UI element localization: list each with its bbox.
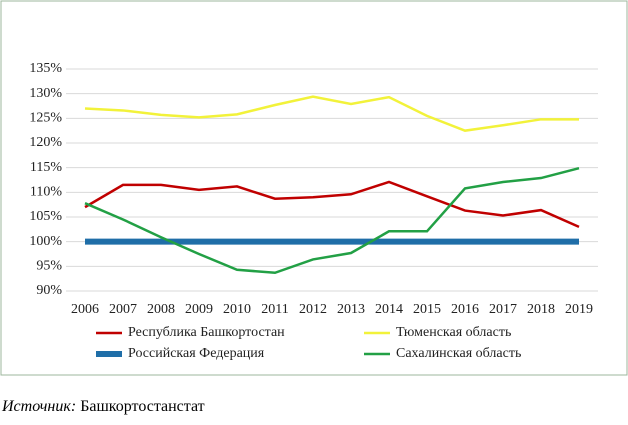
x-tick-label: 2011 bbox=[261, 302, 288, 317]
x-tick-label: 2017 bbox=[489, 302, 517, 317]
legend-label: Республика Башкортостан bbox=[128, 325, 285, 340]
legend-label: Тюменская область bbox=[396, 325, 511, 340]
x-tick-label: 2009 bbox=[185, 302, 213, 317]
source-text: Башкортостанстат bbox=[80, 398, 205, 415]
y-tick-label: 105% bbox=[29, 209, 62, 224]
x-tick-label: 2014 bbox=[375, 302, 403, 317]
legend-label: Российская Федерация bbox=[128, 346, 265, 361]
y-tick-label: 130% bbox=[29, 86, 62, 101]
y-tick-label: 125% bbox=[29, 111, 62, 126]
chart: 90% 95% 100% 105% 110% 115% 120% 125% 130% 135% 20… bbox=[0, 0, 628, 376]
x-tick-label: 2013 bbox=[337, 302, 365, 317]
y-tick-label: 90% bbox=[36, 283, 62, 298]
series-line bbox=[84, 166, 580, 275]
y-tick-label: 115% bbox=[30, 160, 62, 175]
y-tick-label: 100% bbox=[29, 234, 62, 249]
y-tick-label: 120% bbox=[29, 135, 62, 150]
x-tick-label: 2012 bbox=[299, 302, 327, 317]
x-tick-label: 2019 bbox=[565, 302, 593, 317]
series-line bbox=[84, 180, 580, 229]
x-tick-label: 2018 bbox=[527, 302, 555, 317]
y-tick-label: 135% bbox=[29, 61, 62, 76]
source: Источник: Башкортостанстат bbox=[2, 398, 205, 416]
y-tick-label: 95% bbox=[36, 259, 62, 274]
x-tick-label: 2007 bbox=[109, 302, 137, 317]
series-line bbox=[84, 95, 579, 132]
x-tick-label: 2008 bbox=[147, 302, 175, 317]
x-tick-label: 2006 bbox=[71, 302, 99, 317]
x-tick-label: 2015 bbox=[413, 302, 441, 317]
source-label: Источник: bbox=[2, 398, 77, 415]
x-tick-label: 2016 bbox=[451, 302, 479, 317]
x-tick-label: 2010 bbox=[223, 302, 251, 317]
chart-border bbox=[0, 0, 628, 376]
legend-label: Сахалинская область bbox=[396, 346, 521, 361]
y-tick-label: 110% bbox=[30, 185, 62, 200]
